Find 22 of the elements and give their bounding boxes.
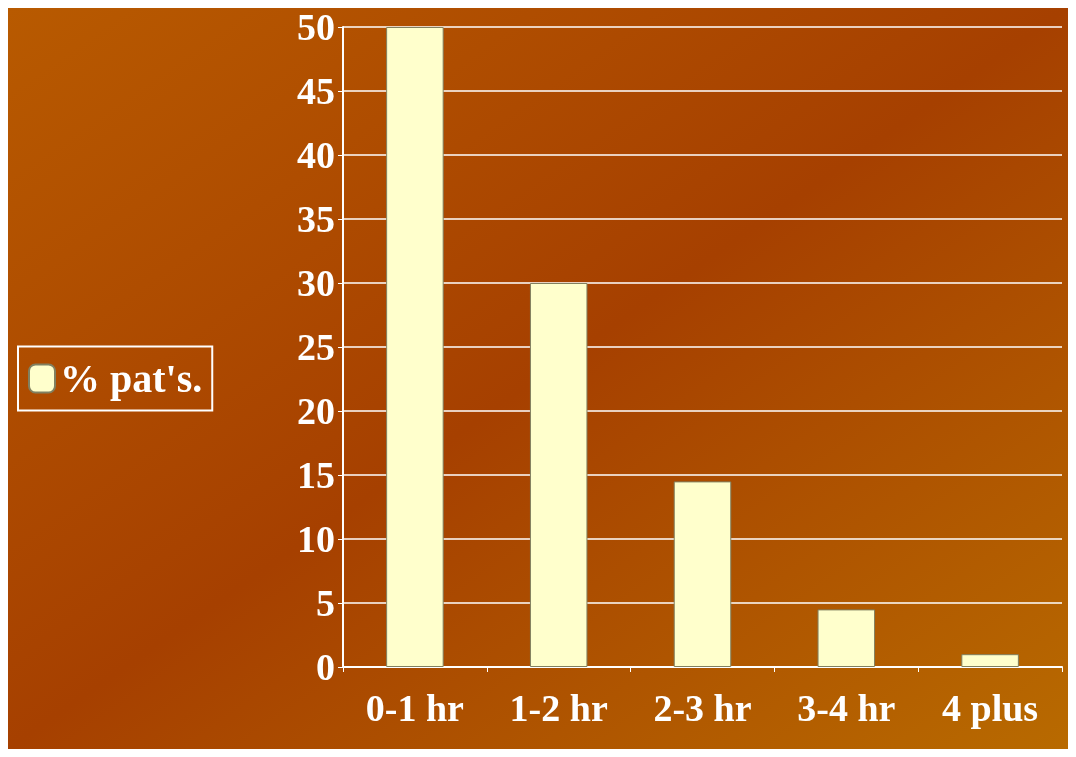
bar <box>529 283 588 667</box>
bar <box>386 27 444 667</box>
y-tick-label: 15 <box>297 454 335 496</box>
y-tick-label: 10 <box>297 518 335 560</box>
y-tick-label: 50 <box>297 6 335 48</box>
y-tick-label: 25 <box>297 326 335 368</box>
x-tick-label: 1-2 hr <box>509 687 608 729</box>
y-tick-label: 40 <box>297 134 335 176</box>
bar <box>817 609 876 667</box>
bar <box>961 654 1019 667</box>
x-tick-label: 2-3 hr <box>653 687 752 729</box>
y-tick-label: 0 <box>316 646 335 688</box>
bar <box>673 481 732 667</box>
x-tick-label: 3-4 hr <box>797 687 896 729</box>
x-tick-label: 0-1 hr <box>365 687 465 729</box>
y-tick-label: 5 <box>316 582 335 624</box>
y-tick-label: 45 <box>297 70 335 112</box>
y-tick-label: 20 <box>297 390 335 432</box>
y-tick-label: 35 <box>297 198 335 240</box>
y-tick-label: 30 <box>297 262 335 304</box>
legend-label: % pat's. <box>60 356 203 401</box>
x-tick-label: 4 plus <box>942 687 1039 729</box>
